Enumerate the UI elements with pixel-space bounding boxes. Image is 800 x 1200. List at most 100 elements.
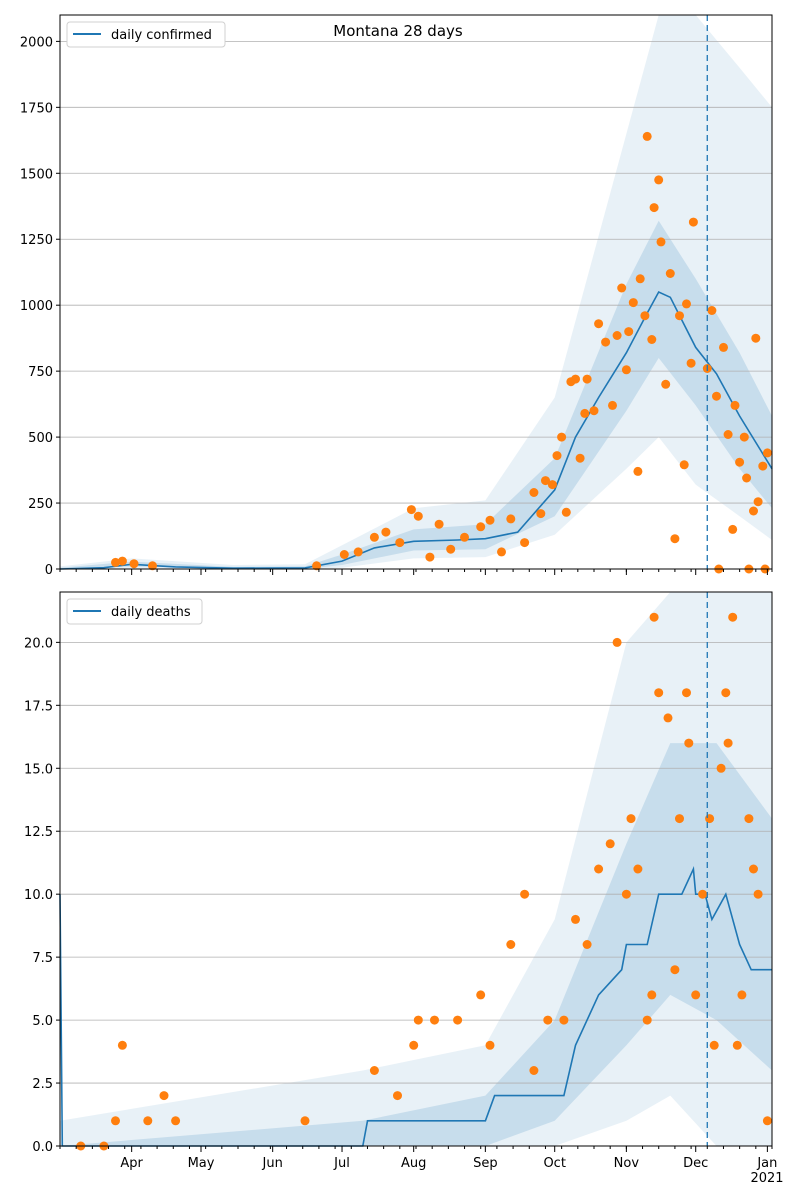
x-tick-label: Nov [614, 1156, 640, 1171]
deaths-y-tick-label: 15.0 [24, 762, 53, 777]
deaths-data-point [506, 940, 516, 949]
deaths-data-point [721, 688, 731, 698]
deaths-y-tick-label: 5.0 [32, 1014, 53, 1029]
confirmed-data-point [582, 374, 592, 384]
x-year-label: 2021 [750, 1171, 783, 1186]
deaths-data-point [675, 814, 684, 824]
deaths-data-point [732, 1040, 742, 1050]
deaths-data-point [529, 1066, 539, 1075]
confirmed-data-point [561, 507, 571, 517]
x-tick-label: Sep [473, 1156, 498, 1171]
deaths-legend: daily deaths [66, 598, 203, 625]
confirmed-data-point [395, 538, 405, 548]
confirmed-y-tick-label: 1000 [20, 299, 53, 314]
deaths-band-inner [60, 743, 772, 1146]
confirmed-data-point [580, 408, 590, 418]
deaths-legend-label: daily deaths [111, 605, 191, 620]
deaths-data-point [684, 738, 694, 748]
confirmed-panel: 0 250 500 750 1000 1250 1500 1750 2000 daily con… [20, 14, 773, 578]
confirmed-data-point [446, 544, 456, 554]
confirmed-y-ticks: 0 250 500 750 1000 1250 1500 1750 2000 [20, 35, 60, 578]
confirmed-legend: daily confirmed [66, 21, 226, 48]
confirmed-data-point [739, 432, 749, 442]
deaths-data-point [682, 688, 691, 698]
x-tick-label: Aug [401, 1156, 426, 1171]
deaths-data-point [520, 889, 530, 899]
confirmed-data-point [640, 311, 650, 321]
x-tick-label: Dec [683, 1156, 708, 1171]
deaths-band-outer [60, 592, 772, 1146]
deaths-series-line [59, 865, 772, 1147]
deaths-data-point [691, 990, 701, 1000]
confirmed-data-point [665, 269, 675, 278]
confirmed-data-point [656, 237, 666, 247]
deaths-data-point [605, 839, 615, 849]
x-tick-label: Jun [262, 1156, 283, 1171]
confirmed-data-point [552, 451, 562, 461]
confirmed-data-point [571, 374, 580, 384]
deaths-data-point [393, 1091, 402, 1101]
confirmed-data-point [712, 391, 721, 401]
deaths-y-ticks: 0.0 2.5 5.0 7.5 10.0 12.5 15.0 17.5 20.0 [24, 636, 60, 1155]
deaths-data-point [762, 1116, 772, 1126]
deaths-legend-box [66, 598, 203, 625]
confirmed-x-ticks [59, 569, 773, 575]
confirmed-bands [60, 15, 772, 570]
deaths-data-point [143, 1116, 153, 1126]
confirmed-data-point [369, 532, 379, 542]
deaths-y-tick-label: 0.0 [32, 1140, 53, 1155]
deaths-data-point [409, 1040, 419, 1050]
confirmed-data-point [647, 335, 657, 344]
deaths-line [59, 865, 772, 1147]
confirmed-y-tick-label: 1500 [20, 167, 53, 182]
confirmed-data-point [425, 552, 435, 562]
deaths-data-point [171, 1116, 181, 1126]
confirmed-data-point [148, 561, 157, 571]
deaths-bands [60, 592, 772, 1146]
confirmed-data-point [406, 505, 416, 515]
deaths-data-point [117, 1040, 127, 1050]
confirmed-data-point [762, 448, 772, 458]
confirmed-y-tick-label: 0 [45, 563, 53, 578]
confirmed-data-point [735, 457, 745, 467]
confirmed-data-point [434, 519, 444, 529]
deaths-data-point [647, 990, 657, 1000]
confirmed-data-point [129, 559, 139, 569]
confirmed-data-point [642, 131, 652, 141]
confirmed-data-point [670, 534, 680, 544]
confirmed-data-point [460, 532, 469, 542]
deaths-data-point [642, 1015, 652, 1025]
confirmed-data-point [541, 476, 550, 486]
x-tick-label: Apr [120, 1156, 143, 1171]
deaths-data-point [709, 1040, 719, 1050]
deaths-data-point [476, 990, 486, 1000]
confirmed-data-point [679, 460, 689, 470]
confirmed-y-tick-label: 750 [28, 365, 53, 380]
confirmed-band-inner [60, 220, 772, 570]
x-tick-label: Oct [543, 1156, 565, 1171]
confirmed-data-point [547, 480, 557, 490]
confirmed-data-point [758, 461, 768, 471]
confirmed-data-point [339, 550, 349, 559]
confirmed-data-point [381, 527, 391, 537]
confirmed-data-point [649, 203, 659, 213]
confirmed-data-point [594, 319, 604, 329]
deaths-data-point [582, 940, 592, 949]
confirmed-legend-label: daily confirmed [111, 28, 212, 43]
confirmed-data-point [661, 379, 671, 389]
confirmed-data-point [485, 515, 495, 525]
confirmed-data-point [601, 337, 611, 347]
deaths-data-point [612, 637, 622, 647]
confirmed-legend-box [66, 21, 226, 48]
confirmed-data-point [686, 358, 696, 368]
confirmed-data-point [624, 327, 634, 337]
deaths-data-point [744, 814, 754, 824]
confirmed-data-point [497, 547, 506, 557]
confirmed-data-point [753, 497, 763, 507]
confirmed-data-point [612, 331, 622, 340]
confirmed-data-point [413, 511, 423, 521]
confirmed-data-point [575, 453, 585, 463]
deaths-x-ticks: Apr May Jun Jul Aug Sep Oct Nov Dec Jan [59, 1146, 777, 1171]
confirmed-data-point [751, 333, 761, 343]
